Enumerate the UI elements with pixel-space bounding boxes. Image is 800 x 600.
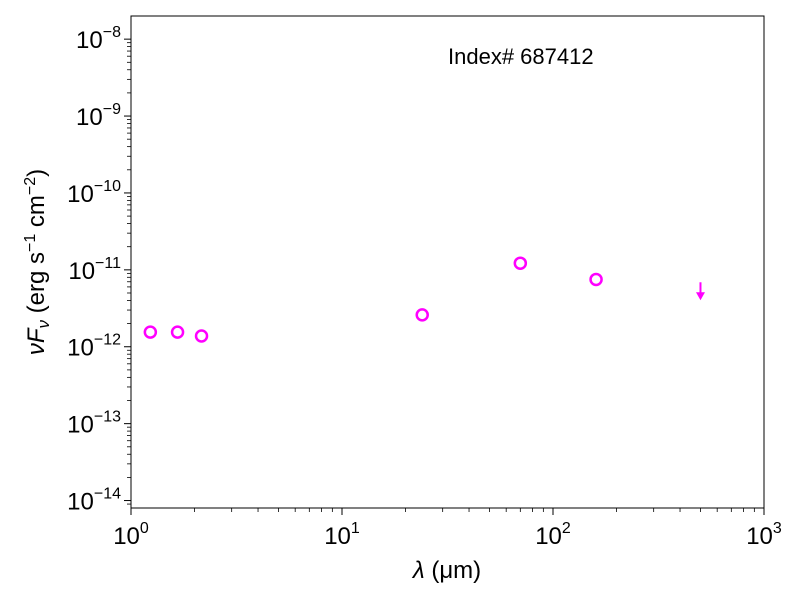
data-marks	[143, 256, 705, 343]
index-annotation: Index# 687412	[448, 44, 594, 69]
data-point	[194, 329, 209, 343]
y-tick-label: 10−8	[76, 24, 121, 54]
data-point	[143, 325, 158, 339]
x-tick-label: 101	[324, 520, 360, 550]
axis-ticks: 100 101 102 103 10−14 10−13 10−12 10−11 10−10 10−…	[67, 24, 782, 550]
y-tick-label: 10−13	[67, 409, 121, 439]
plot-area	[130, 15, 765, 509]
upper-limit-arrow	[695, 282, 705, 301]
x-tick-label: 102	[535, 520, 571, 550]
x-tick-label: 100	[113, 520, 149, 550]
x-axis-label: λ (μm)	[411, 557, 481, 584]
y-tick-label: 10−11	[68, 255, 121, 285]
data-point	[415, 308, 429, 322]
y-tick-label: 10−12	[67, 332, 121, 362]
data-point	[589, 272, 603, 287]
data-point	[170, 325, 185, 339]
y-tick-label: 10−9	[76, 101, 121, 131]
y-tick-label: 10−14	[67, 486, 121, 516]
y-tick-label: 10−10	[67, 178, 121, 208]
data-point	[513, 256, 528, 270]
x-tick-label: 103	[746, 520, 782, 550]
y-axis-label: νFν (erg s−1 cm−2)	[22, 169, 53, 355]
